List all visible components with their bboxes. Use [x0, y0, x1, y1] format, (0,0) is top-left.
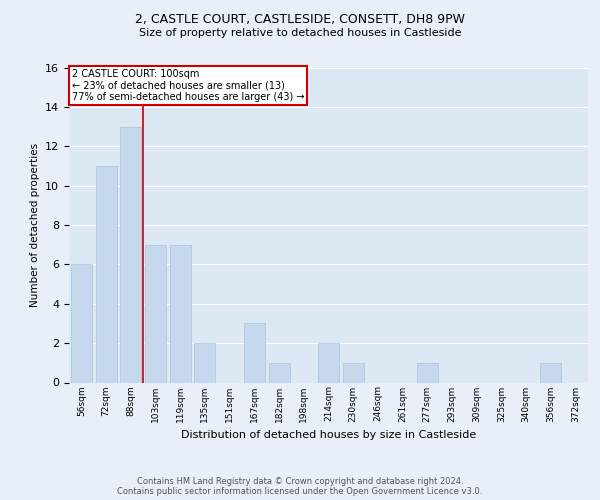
Text: Contains HM Land Registry data © Crown copyright and database right 2024.
Contai: Contains HM Land Registry data © Crown c… [118, 476, 482, 496]
Bar [145, 244, 166, 382]
Bar [343, 363, 364, 382]
Bar [269, 363, 290, 382]
Bar [417, 363, 438, 382]
Bar [541, 363, 562, 382]
Bar [95, 166, 116, 382]
Bar [194, 343, 215, 382]
Y-axis label: Number of detached properties: Number of detached properties [29, 143, 40, 307]
Text: 2, CASTLE COURT, CASTLESIDE, CONSETT, DH8 9PW: 2, CASTLE COURT, CASTLESIDE, CONSETT, DH… [135, 12, 465, 26]
Bar [71, 264, 92, 382]
Text: 2 CASTLE COURT: 100sqm
← 23% of detached houses are smaller (13)
77% of semi-det: 2 CASTLE COURT: 100sqm ← 23% of detached… [71, 69, 304, 102]
Bar [120, 126, 141, 382]
X-axis label: Distribution of detached houses by size in Castleside: Distribution of detached houses by size … [181, 430, 476, 440]
Bar [318, 343, 339, 382]
Bar [170, 244, 191, 382]
Bar [244, 324, 265, 382]
Text: Size of property relative to detached houses in Castleside: Size of property relative to detached ho… [139, 28, 461, 38]
